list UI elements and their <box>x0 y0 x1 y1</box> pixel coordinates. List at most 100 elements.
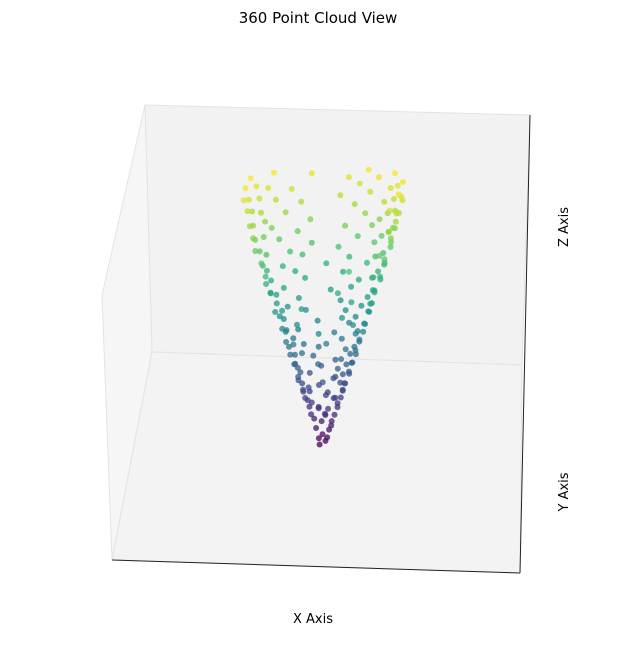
data-point <box>330 375 337 382</box>
data-point <box>310 352 317 359</box>
data-point <box>297 369 304 376</box>
data-point <box>339 314 345 321</box>
data-point <box>322 392 329 399</box>
data-point <box>371 239 378 246</box>
data-point <box>298 198 305 205</box>
data-point <box>263 281 270 287</box>
data-point <box>263 267 270 274</box>
data-point <box>253 183 260 190</box>
data-point <box>385 228 392 235</box>
data-point <box>387 185 394 191</box>
z-axis-label: Z Axis <box>557 207 572 247</box>
data-point <box>339 371 346 378</box>
data-point <box>265 185 272 191</box>
data-point <box>343 361 350 368</box>
data-point <box>272 309 279 315</box>
data-point <box>308 411 315 418</box>
data-point <box>381 198 388 205</box>
data-point <box>367 300 374 307</box>
chart-title: 360 Point Cloud View <box>239 9 398 27</box>
data-point <box>262 218 269 225</box>
data-point <box>375 174 382 181</box>
data-point <box>323 260 330 267</box>
data-point <box>247 175 254 182</box>
data-point <box>338 335 345 342</box>
data-point <box>342 222 349 229</box>
data-point <box>305 384 312 391</box>
data-point <box>286 343 292 350</box>
data-point <box>260 234 267 240</box>
data-point <box>298 306 305 313</box>
data-point <box>295 295 302 301</box>
data-point <box>319 379 326 386</box>
data-point <box>325 405 332 412</box>
data-point <box>256 195 263 202</box>
data-point <box>258 209 264 216</box>
data-point <box>348 359 355 366</box>
data-point <box>279 307 286 314</box>
data-point <box>342 307 349 314</box>
data-point <box>330 395 337 402</box>
data-point <box>292 360 299 367</box>
data-point <box>308 239 315 246</box>
data-point <box>332 356 339 363</box>
y-axis-label: Y Axis <box>557 472 572 512</box>
data-point <box>258 260 265 267</box>
data-point <box>268 224 275 231</box>
data-point <box>346 268 352 275</box>
data-point <box>262 273 269 280</box>
data-point <box>295 326 302 333</box>
z-axis-line <box>519 114 531 574</box>
data-point <box>307 216 314 223</box>
data-point <box>352 347 359 354</box>
data-point <box>367 188 374 195</box>
data-point <box>390 196 397 202</box>
data-point <box>358 302 365 309</box>
data-point <box>284 303 291 310</box>
x-axis-line <box>111 559 521 574</box>
data-point <box>292 268 299 275</box>
data-point <box>337 192 344 199</box>
data-point <box>302 395 309 401</box>
data-point <box>242 185 249 192</box>
data-point <box>340 268 346 275</box>
data-point <box>392 170 398 177</box>
data-point <box>387 244 394 250</box>
data-point <box>308 170 315 177</box>
data-point <box>328 418 335 425</box>
data-point <box>302 274 309 281</box>
data-point <box>376 252 383 259</box>
data-point <box>364 259 370 266</box>
data-point <box>377 273 384 280</box>
data-point <box>290 335 297 342</box>
data-point <box>392 218 399 225</box>
data-point <box>282 209 289 216</box>
data-point <box>256 248 263 255</box>
data-point <box>287 248 294 255</box>
data-point <box>331 411 338 418</box>
data-point <box>315 343 322 350</box>
data-point <box>360 328 367 335</box>
x-axis-label: X Axis <box>293 612 333 627</box>
data-point <box>370 274 377 281</box>
data-point <box>290 341 297 348</box>
data-point <box>299 251 306 258</box>
data-point <box>315 361 322 368</box>
data-point <box>300 341 307 347</box>
point-cloud <box>240 166 406 448</box>
data-point <box>291 351 298 358</box>
data-point <box>315 435 322 442</box>
data-point <box>364 294 371 300</box>
data-point <box>342 346 349 353</box>
data-point <box>354 233 361 240</box>
data-point <box>371 287 378 294</box>
data-point <box>375 268 382 275</box>
data-point <box>376 216 383 223</box>
data-point <box>386 207 393 214</box>
data-point <box>314 317 321 324</box>
data-point <box>313 425 320 431</box>
data-point <box>300 386 306 393</box>
data-point <box>246 223 253 230</box>
data-point <box>316 441 323 448</box>
